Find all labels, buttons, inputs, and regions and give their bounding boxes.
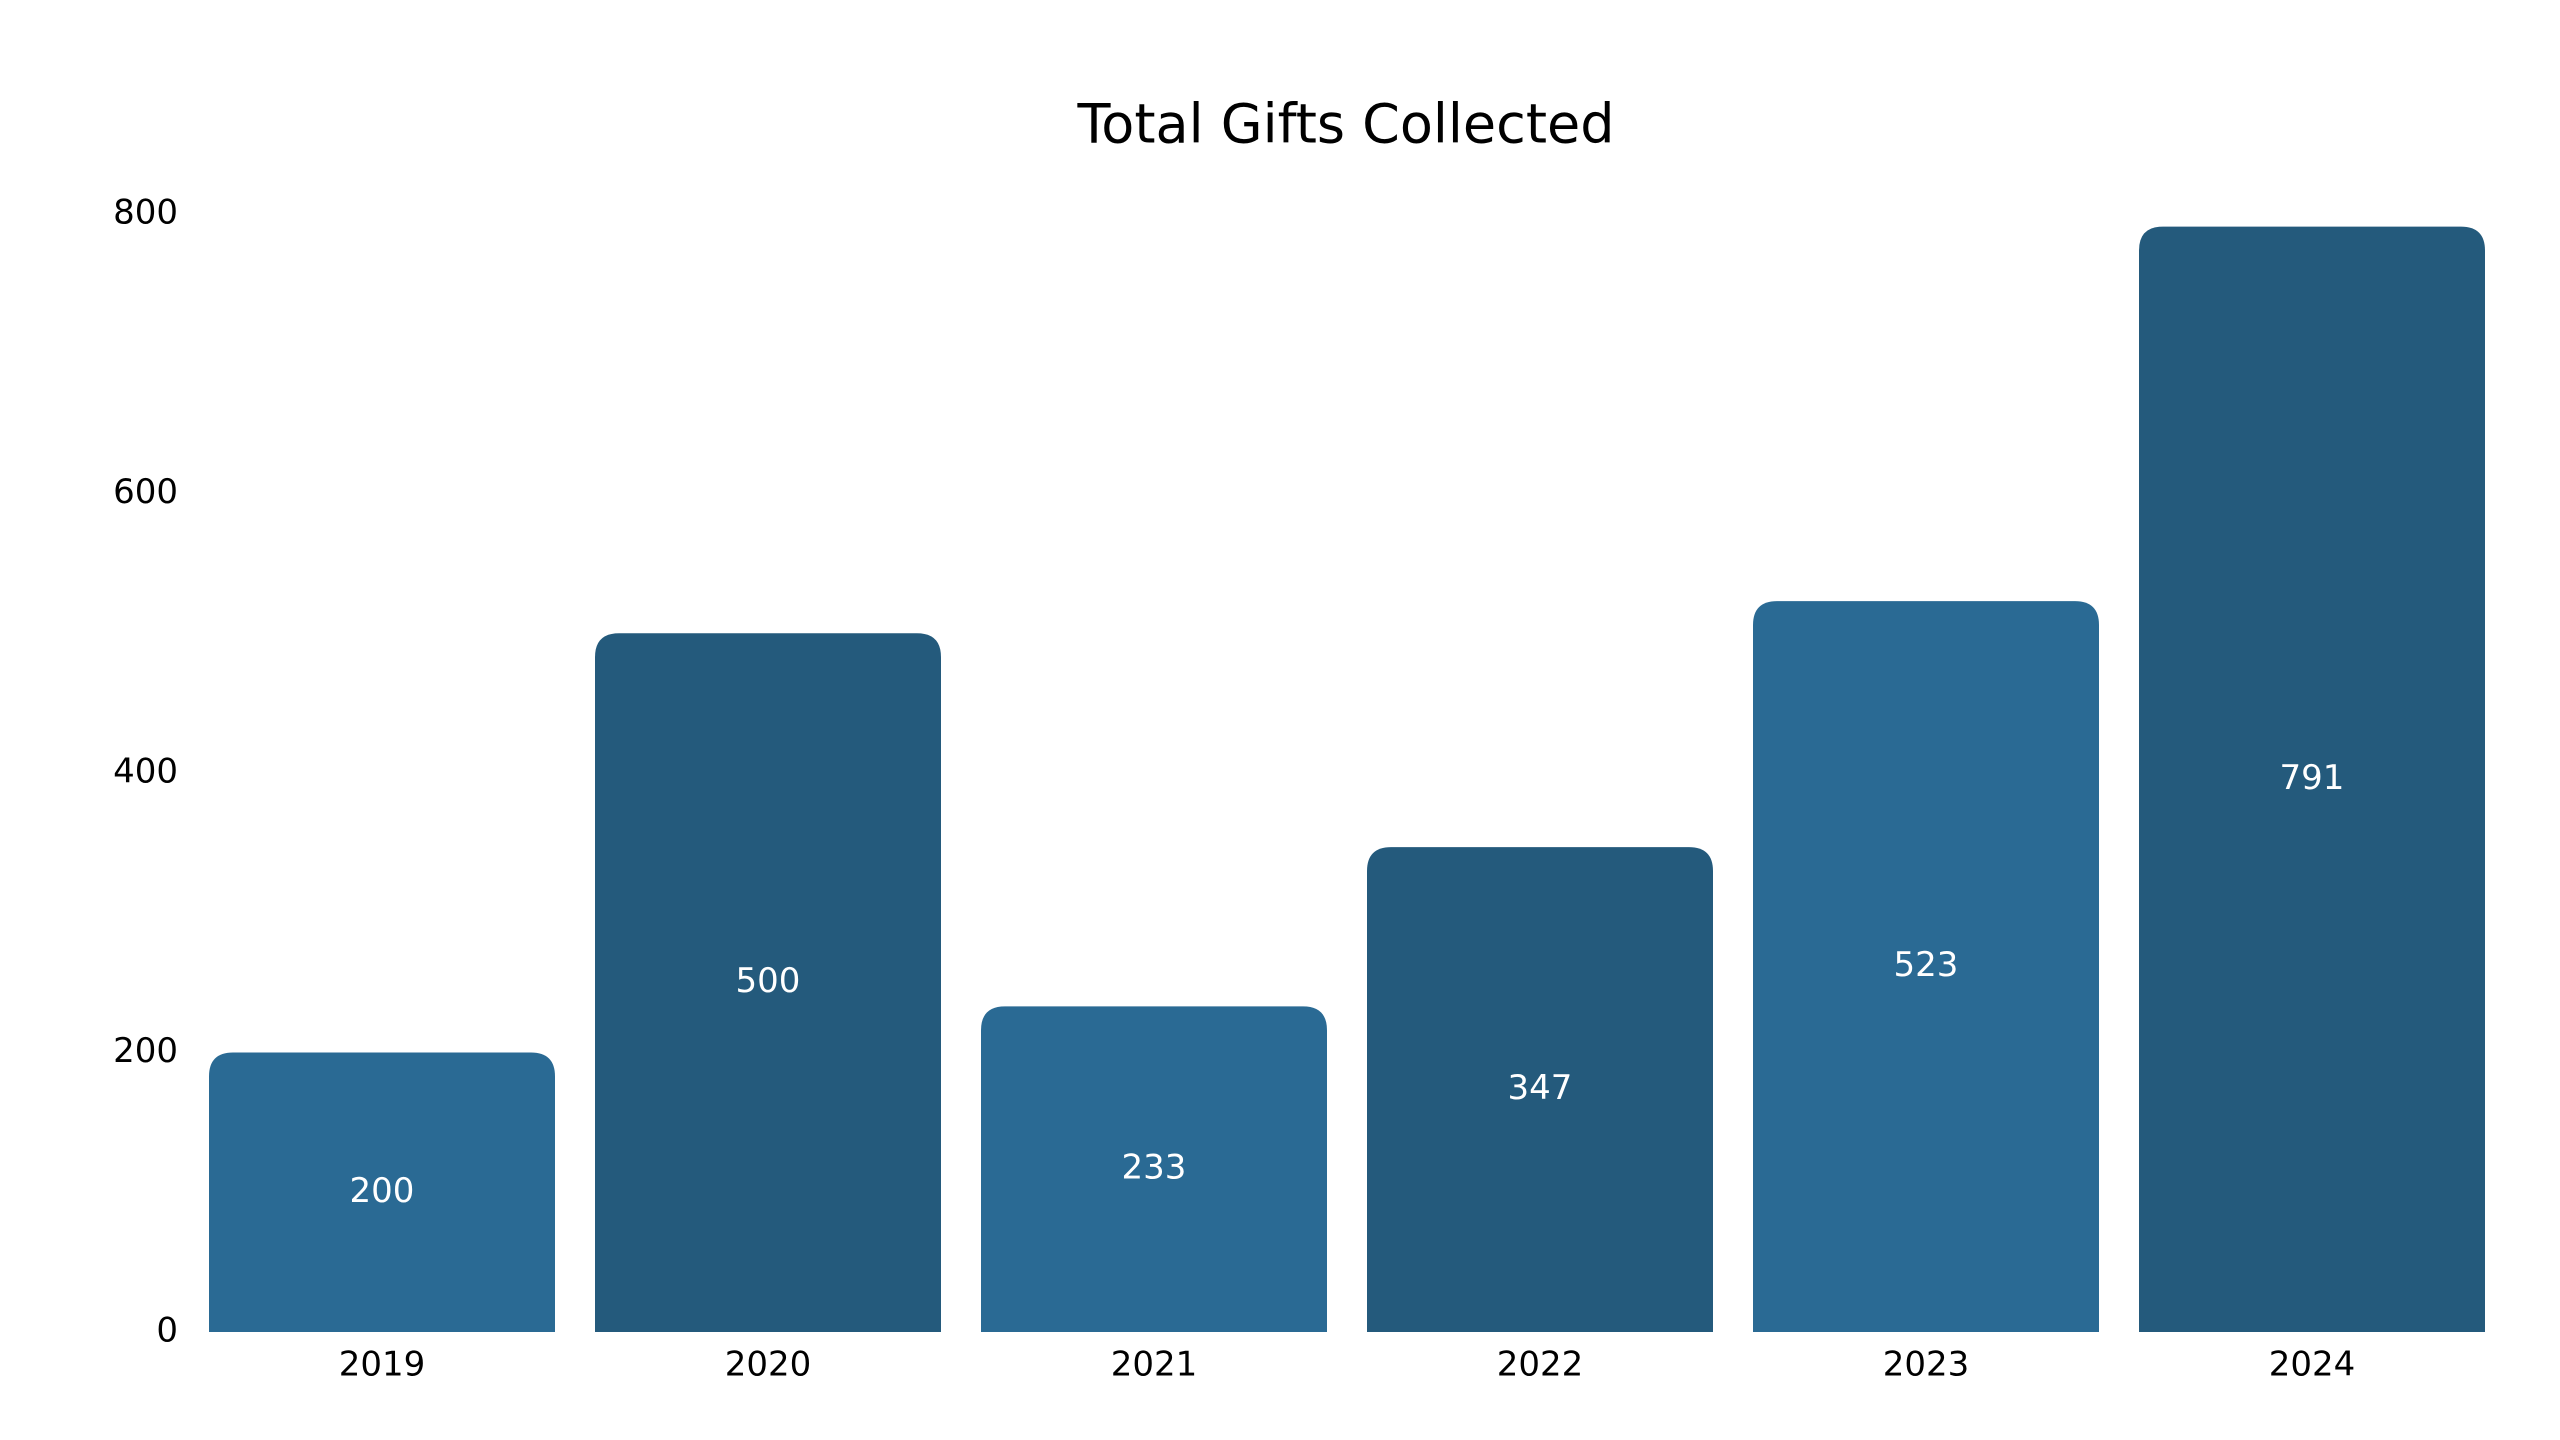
bar xyxy=(1753,601,2099,1332)
x-tick-label: 2021 xyxy=(1111,1345,1198,1385)
y-tick-label: 0 xyxy=(156,1311,178,1351)
bar xyxy=(595,633,941,1332)
y-tick-label: 800 xyxy=(113,193,178,233)
value-label: 500 xyxy=(736,961,801,1001)
chart-title: Total Gifts Collected xyxy=(1077,93,1615,156)
bar xyxy=(981,1006,1327,1332)
bar xyxy=(1367,847,1713,1332)
value-label: 233 xyxy=(1122,1148,1187,1188)
y-tick-label: 200 xyxy=(113,1031,178,1071)
x-tick-label: 2024 xyxy=(2269,1345,2356,1385)
y-tick-label: 400 xyxy=(113,752,178,792)
bar xyxy=(2139,226,2485,1332)
y-tick-label: 600 xyxy=(113,472,178,512)
x-tick-label: 2023 xyxy=(1883,1345,1970,1385)
value-label: 200 xyxy=(350,1171,415,1211)
value-label: 347 xyxy=(1508,1068,1573,1108)
x-tick-label: 2022 xyxy=(1497,1345,1584,1385)
x-tick-label: 2020 xyxy=(725,1345,812,1385)
value-label: 523 xyxy=(1894,945,1959,985)
x-tick-label: 2019 xyxy=(339,1345,426,1385)
value-label: 791 xyxy=(2280,758,2345,798)
bar xyxy=(209,1052,555,1332)
